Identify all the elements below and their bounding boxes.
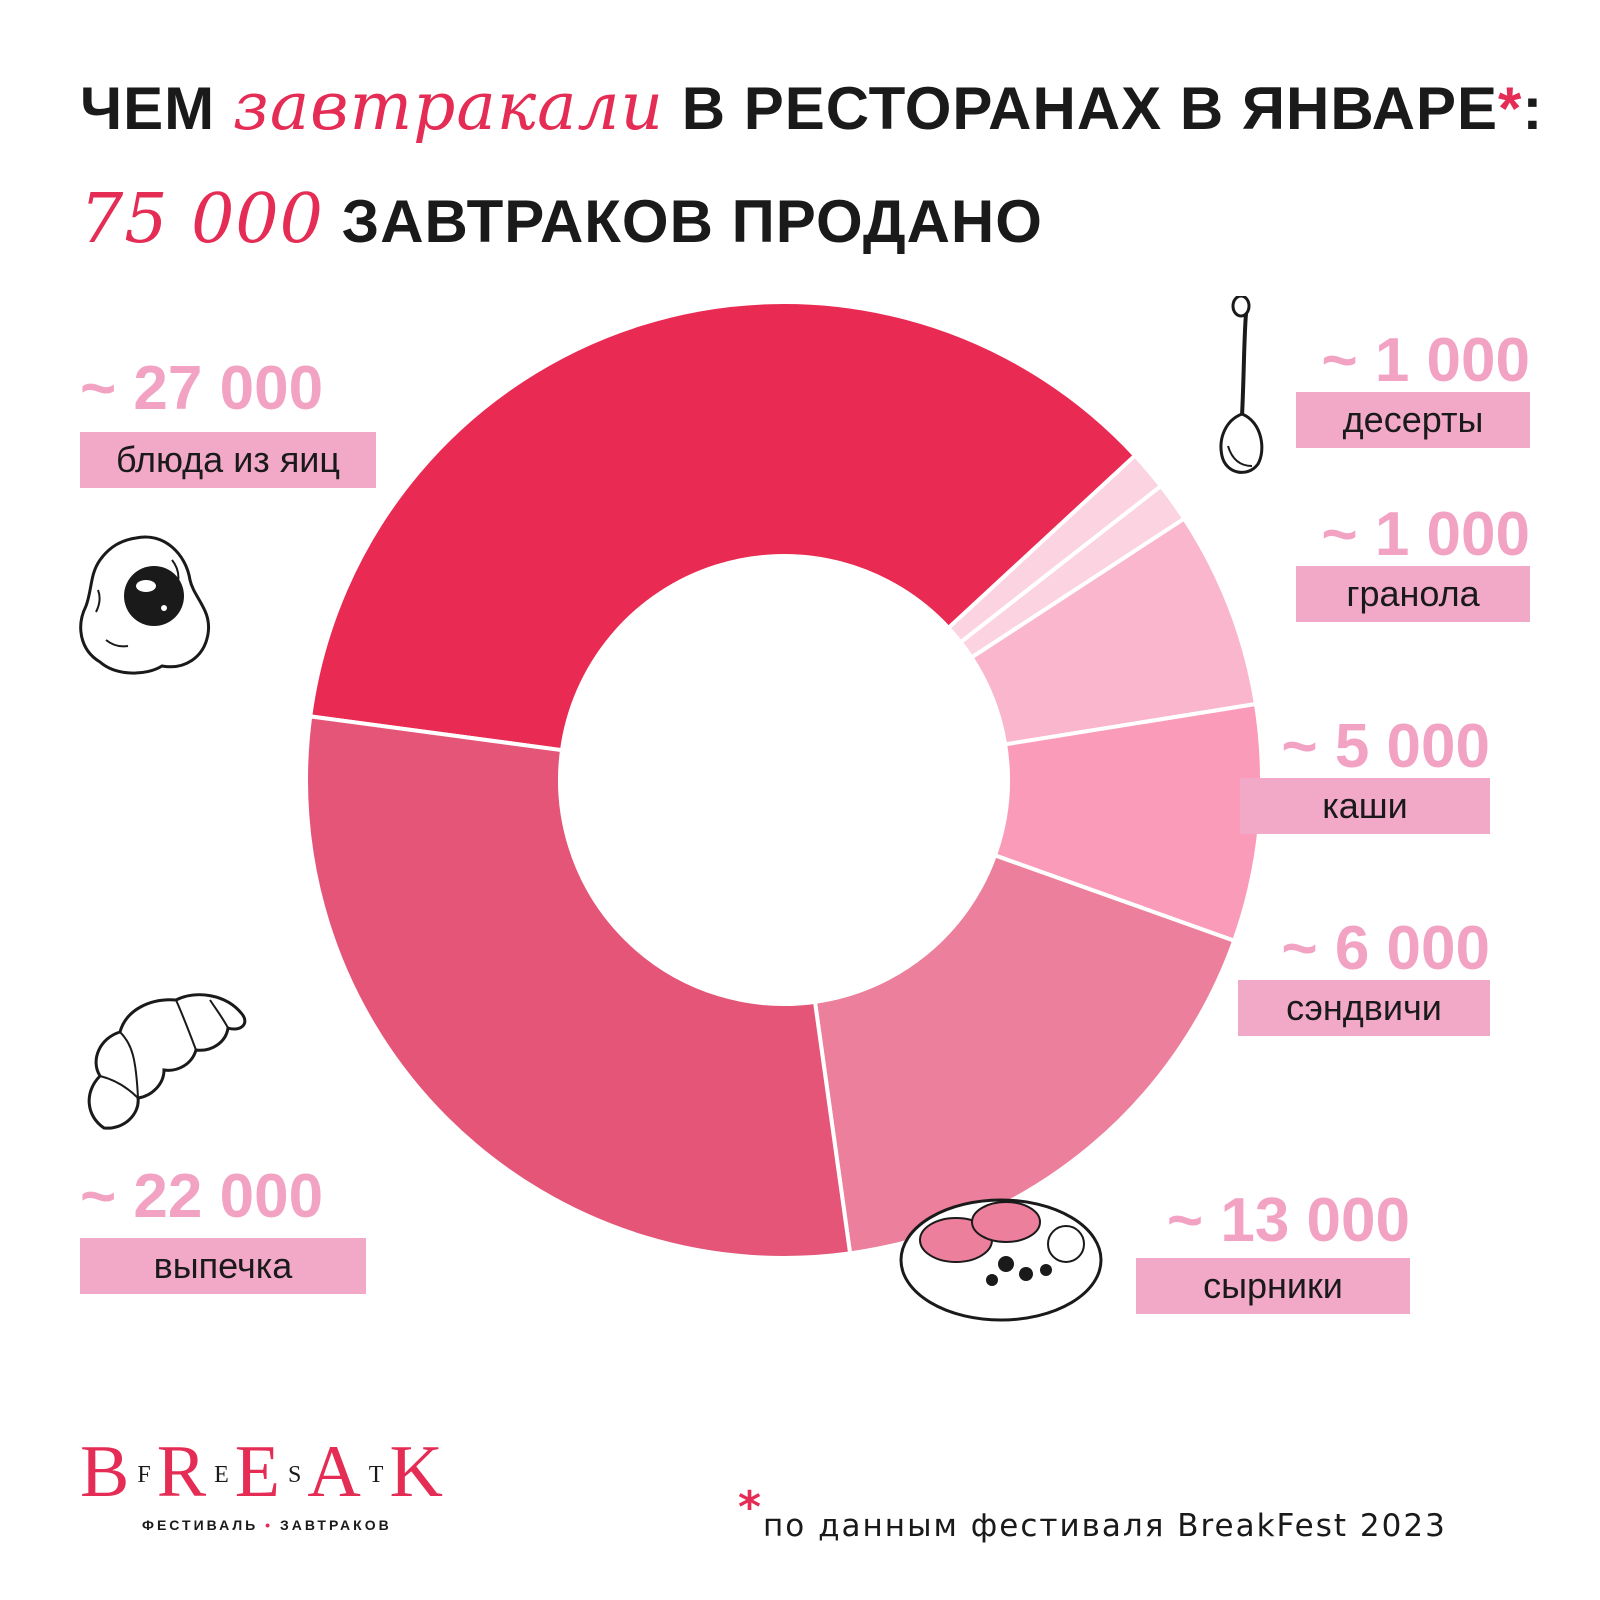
label-porridge-value: ~ 5 000	[1281, 712, 1490, 781]
label-eggs: ~ 27 000 блюда из яиц	[80, 358, 376, 488]
subtitle-number: 75 000	[80, 180, 324, 259]
label-eggs-value: ~ 27 000	[80, 354, 324, 423]
label-granola-name: гранола	[1296, 566, 1530, 622]
label-porridge: ~ 5 000 каши	[1240, 716, 1490, 834]
logo-tagline-left: ФЕСТИВАЛЬ	[142, 1517, 259, 1533]
croissant-icon	[87, 993, 247, 1130]
label-syrniki-value: ~ 13 000	[1166, 1186, 1410, 1255]
label-sandwiches-name: сэндвичи	[1238, 980, 1490, 1036]
label-desserts-value: ~ 1 000	[1321, 326, 1530, 395]
logo-tagline: ФЕСТИВАЛЬ • ЗАВТРАКОВ	[80, 1517, 445, 1533]
page-subtitle: 75 000 ЗАВТРАКОВ ПРОДАНО	[80, 180, 1043, 259]
logo-letter: K	[389, 1431, 445, 1513]
title-colon: :	[1522, 75, 1544, 142]
title-part1: ЧЕМ	[80, 75, 233, 142]
label-desserts-name: десерты	[1296, 392, 1530, 448]
title-asterisk: *	[1498, 75, 1523, 142]
logo-letter: A	[307, 1431, 363, 1513]
logo-tagline-dot: •	[265, 1517, 274, 1533]
label-pastry-value: ~ 22 000	[80, 1162, 324, 1231]
logo-letter: E	[234, 1431, 282, 1513]
title-part2: В РЕСТОРАНАХ В ЯНВАРЕ	[664, 75, 1499, 142]
label-pastry-name: выпечка	[80, 1238, 366, 1294]
footnote-text: по данным фестиваля BreakFest 2023	[763, 1508, 1447, 1544]
label-desserts: ~ 1 000 десерты	[1296, 330, 1530, 448]
logo-letter: B	[80, 1431, 132, 1513]
breakfest-logo: B FR EE SA TK ФЕСТИВАЛЬ • ЗАВТРАКОВ	[80, 1430, 445, 1533]
label-granola-value: ~ 1 000	[1321, 500, 1530, 569]
label-syrniki: ~ 13 000 сырники	[1136, 1190, 1410, 1314]
logo-letter: R	[156, 1431, 209, 1513]
title-script-word: завтракали	[232, 68, 665, 145]
spoon-icon	[1219, 296, 1264, 474]
donut-slice-5	[812, 852, 1237, 1256]
footnote-asterisk: *	[738, 1482, 764, 1533]
syrniki-plate-icon	[899, 1198, 1103, 1322]
label-granola: ~ 1 000 гранола	[1296, 504, 1530, 622]
logo-letter: S	[287, 1462, 302, 1488]
label-porridge-name: каши	[1240, 778, 1490, 834]
label-syrniki-name: сырники	[1136, 1258, 1410, 1314]
donut-slice-0	[308, 300, 1138, 753]
label-sandwiches: ~ 6 000 сэндвичи	[1238, 918, 1490, 1036]
label-eggs-name: блюда из яиц	[80, 432, 376, 488]
label-sandwiches-value: ~ 6 000	[1281, 914, 1490, 983]
page-title: ЧЕМ завтракали В РЕСТОРАНАХ В ЯНВАРЕ*:	[80, 68, 1543, 145]
footnote: *по данным фестиваля BreakFest 2023	[738, 1482, 1447, 1544]
logo-letter: F	[137, 1462, 151, 1488]
fried-egg-icon	[79, 535, 211, 675]
logo-letter: E	[214, 1462, 229, 1488]
logo-letter: T	[368, 1462, 384, 1488]
donut-slice-6	[304, 714, 853, 1260]
label-pastry: ~ 22 000 выпечка	[80, 1166, 366, 1294]
logo-tagline-right: ЗАВТРАКОВ	[279, 1517, 392, 1533]
subtitle-text: ЗАВТРАКОВ ПРОДАНО	[323, 188, 1043, 255]
